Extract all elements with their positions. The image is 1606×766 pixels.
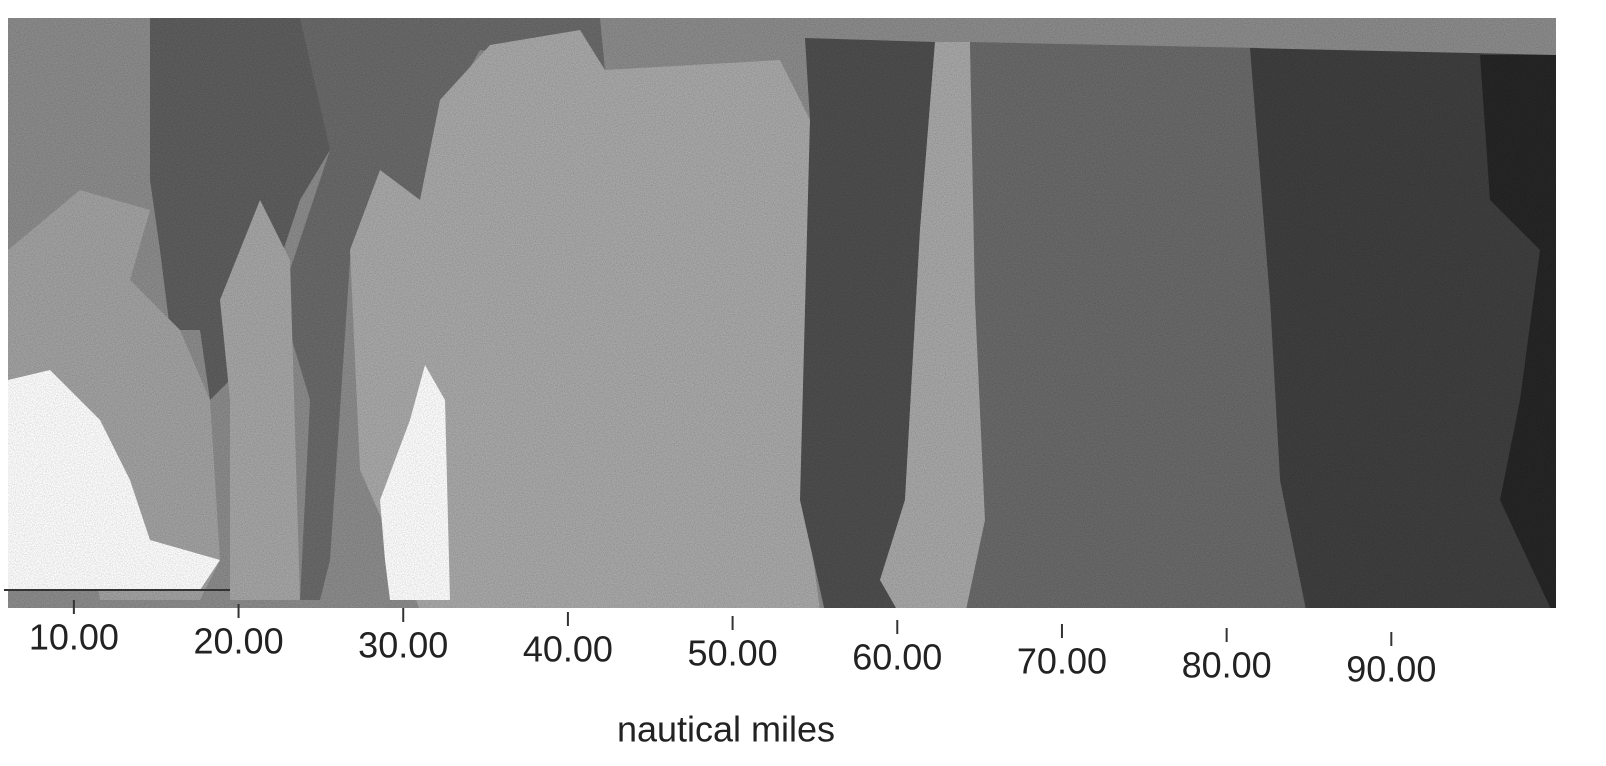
contour-region [966, 42, 1310, 608]
x-tick-label: 80.00 [1182, 645, 1272, 686]
contour-region [880, 42, 985, 608]
contour-region [8, 370, 220, 590]
contour-field [8, 18, 1556, 608]
contour-region [8, 190, 220, 600]
x-axis-label: nautical miles [617, 709, 835, 750]
x-axis: 10.00 20.00 30.00 40.00 50.00 60.00 70.00 80.00… [29, 600, 1436, 690]
contour-region [350, 30, 820, 608]
x-tick-label: 40.00 [523, 629, 613, 670]
x-tick-label: 50.00 [688, 633, 778, 674]
x-tick-label: 70.00 [1017, 641, 1107, 682]
x-tick-label: 90.00 [1346, 649, 1436, 690]
contour-region [280, 18, 605, 600]
contour-region [800, 38, 935, 608]
contour-region [1480, 55, 1556, 608]
contour-region [380, 365, 450, 600]
contour-region [150, 18, 330, 400]
x-tick-label: 30.00 [358, 625, 448, 666]
contour-region [220, 200, 300, 600]
x-tick-label: 10.00 [29, 617, 119, 658]
contour-region [1250, 48, 1556, 608]
x-tick-label: 20.00 [194, 621, 284, 662]
x-tick-label: 60.00 [852, 637, 942, 678]
